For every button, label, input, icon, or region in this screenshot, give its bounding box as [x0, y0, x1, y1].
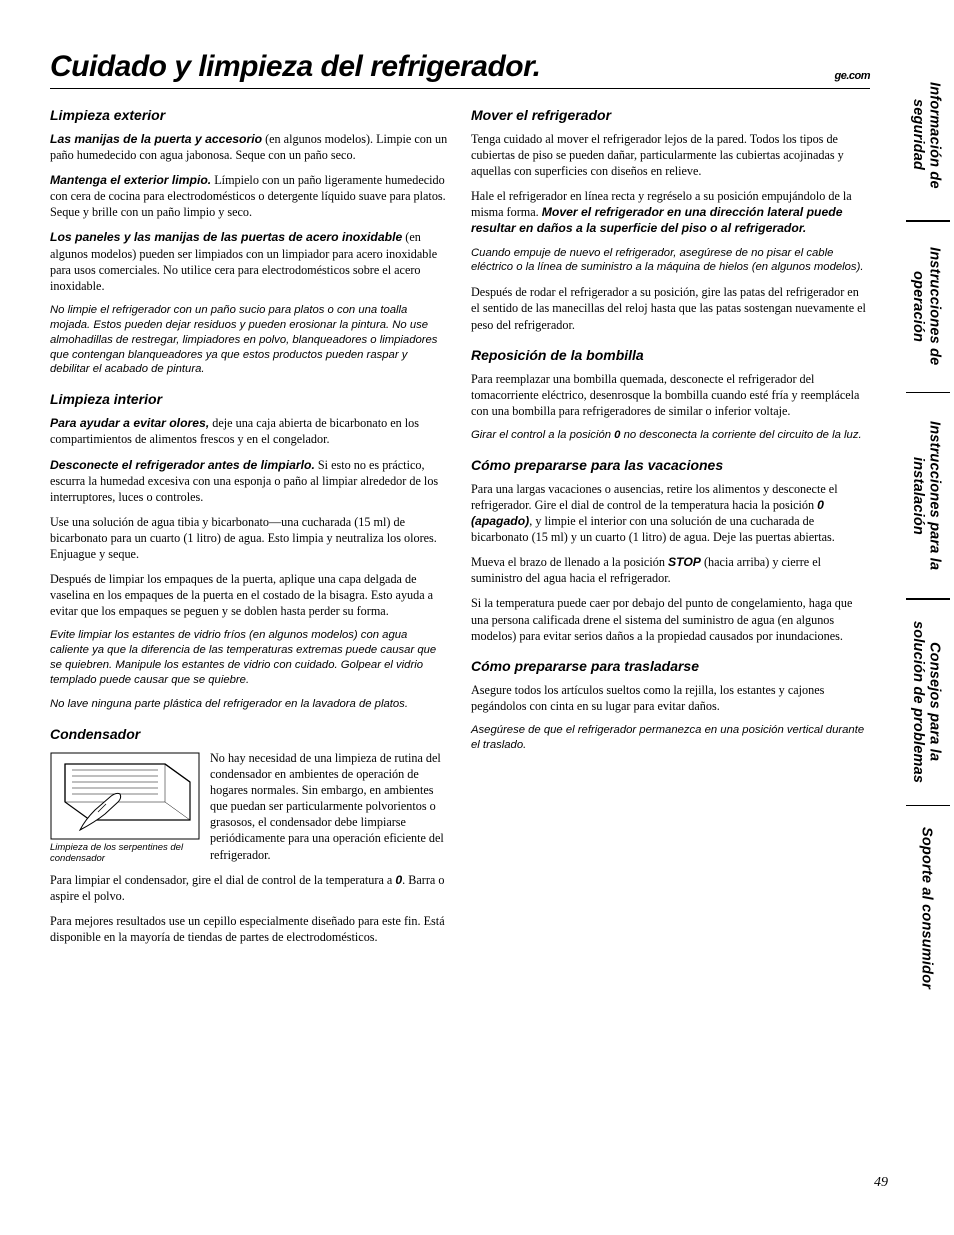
para-note: Girar el control a la posición 0 no desc…: [471, 428, 870, 443]
para: Para reemplazar una bombilla quemada, de…: [471, 371, 870, 419]
para: Tenga cuidado al mover el refrigerador l…: [471, 131, 870, 179]
para: Para ayudar a evitar olores, deje una ca…: [50, 415, 449, 447]
para-note: Cuando empuje de nuevo el refrigerador, …: [471, 246, 870, 276]
para: Después de limpiar los empaques de la pu…: [50, 571, 449, 619]
condenser-illustration: [50, 752, 200, 840]
right-column: Mover el refrigerador Tenga cuidado al m…: [471, 107, 870, 954]
heading-exterior: Limpieza exterior: [50, 107, 449, 123]
para-note: Evite limpiar los estantes de vidrio frí…: [50, 628, 449, 688]
para: Después de rodar el refrigerador a su po…: [471, 284, 870, 332]
para: Para una largas vacaciones o ausencias, …: [471, 481, 870, 545]
content-columns: Limpieza exterior Las manijas de la puer…: [50, 107, 870, 954]
tab-safety[interactable]: Información de seguridad: [902, 50, 950, 220]
page-number: 49: [874, 1175, 888, 1191]
para: Asegure todos los artículos sueltos como…: [471, 682, 870, 714]
heading-condenser: Condensador: [50, 726, 449, 742]
para: Si la temperatura puede caer por debajo …: [471, 595, 870, 643]
tab-support[interactable]: Soporte al consumidor: [902, 806, 950, 1011]
condenser-figure: Limpieza de los serpentines del condensa…: [50, 752, 200, 865]
sidebar-tabs: Información de seguridad Instrucciones d…: [902, 50, 950, 1190]
para-note: No limpie el refrigerador con un paño su…: [50, 303, 449, 378]
title-text: Cuidado y limpieza del refrigerador.: [50, 50, 540, 83]
para: Desconecte el refrigerador antes de limp…: [50, 457, 449, 505]
para: Para limpiar el condensador, gire el dia…: [50, 872, 449, 904]
left-column: Limpieza exterior Las manijas de la puer…: [50, 107, 449, 954]
para: Hale el refrigerador en línea recta y re…: [471, 188, 870, 236]
tab-operation[interactable]: Instrucciones de operación: [902, 222, 950, 392]
para-note: Asegúrese de que el refrigerador permane…: [471, 723, 870, 753]
brand-url: ge.com: [834, 70, 870, 82]
tab-installation[interactable]: Instrucciones para la instalación: [902, 393, 950, 598]
condenser-block: Limpieza de los serpentines del condensa…: [50, 750, 449, 872]
para-note: No lave ninguna parte plástica del refri…: [50, 697, 449, 712]
para: Mueva el brazo de llenado a la posición …: [471, 554, 870, 586]
para: Para mejores resultados use un cepillo e…: [50, 913, 449, 945]
heading-moving: Cómo prepararse para trasladarse: [471, 658, 870, 674]
heading-vacation: Cómo prepararse para las vacaciones: [471, 457, 870, 473]
para: Use una solución de agua tibia y bicarbo…: [50, 514, 449, 562]
para: Mantenga el exterior limpio. Límpielo co…: [50, 172, 449, 220]
heading-bulb: Reposición de la bombilla: [471, 347, 870, 363]
tab-troubleshoot[interactable]: Consejos para la solución de problemas: [902, 600, 950, 805]
figure-caption: Limpieza de los serpentines del condensa…: [50, 842, 200, 865]
heading-move: Mover el refrigerador: [471, 107, 870, 123]
heading-interior: Limpieza interior: [50, 391, 449, 407]
page-title: Cuidado y limpieza del refrigerador. ge.…: [50, 50, 870, 89]
para: Las manijas de la puerta y accesorio (en…: [50, 131, 449, 163]
para: Los paneles y las manijas de las puertas…: [50, 229, 449, 293]
